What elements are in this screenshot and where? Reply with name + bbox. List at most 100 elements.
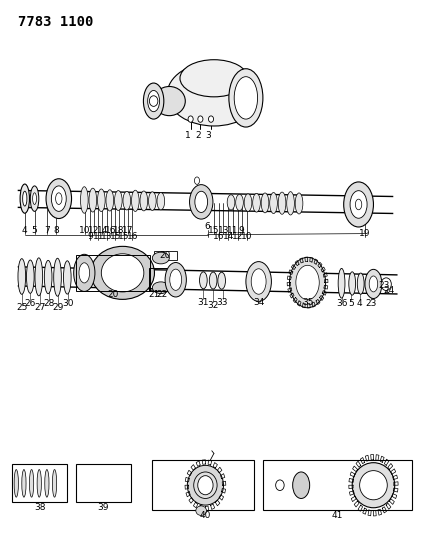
Circle shape	[198, 475, 213, 495]
Bar	[263, 460, 412, 511]
Text: 13: 13	[217, 226, 229, 235]
Ellipse shape	[33, 193, 36, 205]
Ellipse shape	[194, 177, 199, 184]
Text: 27: 27	[34, 303, 45, 312]
Ellipse shape	[253, 193, 260, 212]
Text: 4: 4	[357, 298, 363, 308]
Text: 26: 26	[25, 298, 36, 308]
Ellipse shape	[355, 199, 362, 210]
Text: 1: 1	[185, 131, 190, 140]
Ellipse shape	[153, 86, 185, 116]
Text: 21: 21	[148, 290, 159, 299]
Ellipse shape	[270, 192, 277, 214]
Text: 12: 12	[232, 232, 244, 241]
Text: 16: 16	[127, 232, 138, 241]
Ellipse shape	[196, 506, 206, 515]
Text: 16: 16	[213, 232, 225, 241]
Text: 20: 20	[159, 252, 171, 261]
Text: 13: 13	[101, 232, 113, 241]
Text: 12: 12	[88, 226, 99, 235]
Text: 15: 15	[118, 232, 130, 241]
Ellipse shape	[30, 186, 39, 212]
Ellipse shape	[167, 62, 261, 126]
Text: 14: 14	[223, 232, 234, 241]
Ellipse shape	[45, 470, 49, 497]
Ellipse shape	[131, 190, 139, 212]
Ellipse shape	[27, 260, 34, 293]
Text: 7: 7	[45, 226, 50, 235]
Text: 28: 28	[43, 298, 55, 308]
Ellipse shape	[244, 194, 252, 212]
Ellipse shape	[365, 269, 382, 298]
Ellipse shape	[229, 69, 263, 127]
Bar	[149, 268, 181, 292]
Text: 14: 14	[96, 226, 108, 235]
Circle shape	[149, 96, 158, 107]
Ellipse shape	[251, 269, 266, 294]
Ellipse shape	[234, 77, 258, 119]
Ellipse shape	[195, 191, 208, 213]
Ellipse shape	[278, 192, 286, 214]
Ellipse shape	[246, 262, 271, 301]
Ellipse shape	[80, 187, 88, 213]
Text: 7783 1100: 7783 1100	[18, 14, 94, 29]
Text: 15: 15	[208, 226, 220, 235]
Ellipse shape	[190, 184, 213, 219]
Ellipse shape	[152, 282, 169, 294]
Ellipse shape	[149, 192, 156, 211]
Ellipse shape	[148, 91, 160, 112]
Bar	[76, 464, 131, 503]
Text: 6: 6	[205, 222, 211, 231]
Text: 35: 35	[302, 297, 313, 306]
Text: 11: 11	[92, 232, 104, 241]
Text: 10: 10	[80, 226, 91, 235]
Ellipse shape	[338, 269, 345, 298]
Ellipse shape	[152, 252, 169, 264]
Ellipse shape	[101, 254, 144, 292]
Circle shape	[198, 116, 203, 122]
Ellipse shape	[287, 192, 294, 215]
Ellipse shape	[46, 179, 71, 219]
Ellipse shape	[344, 182, 374, 227]
Ellipse shape	[35, 258, 43, 296]
Ellipse shape	[20, 184, 30, 213]
Text: 5: 5	[32, 226, 37, 235]
Ellipse shape	[227, 195, 235, 210]
Ellipse shape	[74, 254, 95, 292]
Bar	[76, 255, 150, 292]
Text: 15: 15	[110, 232, 121, 241]
Ellipse shape	[89, 188, 97, 212]
Text: 10: 10	[241, 232, 253, 241]
Ellipse shape	[115, 191, 122, 211]
Ellipse shape	[170, 269, 181, 290]
Text: 18: 18	[113, 226, 125, 235]
Ellipse shape	[51, 186, 66, 212]
Ellipse shape	[30, 470, 34, 497]
Text: 20: 20	[107, 290, 119, 299]
Text: 39: 39	[98, 503, 109, 512]
Ellipse shape	[79, 263, 89, 283]
Text: 4: 4	[22, 226, 27, 235]
Ellipse shape	[45, 261, 52, 294]
Ellipse shape	[349, 272, 356, 295]
Ellipse shape	[52, 470, 56, 497]
Ellipse shape	[369, 276, 378, 292]
Circle shape	[188, 116, 193, 122]
Text: 19: 19	[359, 229, 371, 238]
Text: 36: 36	[336, 298, 347, 308]
Text: 8: 8	[53, 226, 59, 235]
Ellipse shape	[157, 192, 165, 210]
Text: 34: 34	[253, 297, 265, 306]
Ellipse shape	[106, 190, 114, 211]
Ellipse shape	[14, 470, 18, 497]
Ellipse shape	[296, 265, 319, 300]
Text: 31: 31	[198, 297, 209, 306]
Text: 33: 33	[217, 297, 228, 306]
Ellipse shape	[236, 195, 244, 211]
Circle shape	[381, 278, 391, 290]
Ellipse shape	[18, 259, 26, 294]
Text: 11: 11	[227, 226, 238, 235]
Ellipse shape	[140, 191, 148, 211]
Ellipse shape	[22, 470, 26, 497]
Text: 30: 30	[62, 298, 74, 308]
